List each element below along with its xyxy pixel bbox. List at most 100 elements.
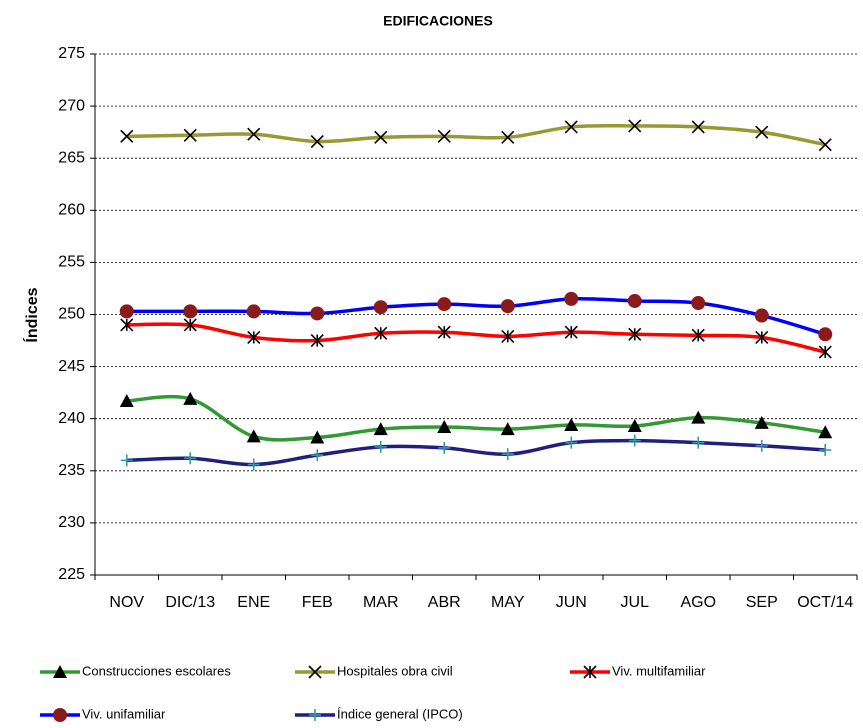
marker-shape (373, 300, 388, 315)
y-tick-label: 225 (58, 566, 85, 583)
y-tick-label: 265 (58, 149, 85, 166)
marker-shape (691, 410, 706, 424)
y-tick-label: 275 (58, 45, 85, 62)
marker-shape (373, 422, 388, 436)
marker (437, 325, 451, 339)
legend-marker (53, 665, 67, 678)
marker-shape (564, 291, 579, 306)
marker (247, 127, 261, 141)
marker-shape (119, 393, 134, 407)
marker-shape (310, 430, 325, 444)
marker (247, 458, 260, 471)
marker (310, 306, 325, 321)
y-axis-label: Índices (22, 287, 41, 342)
marker (184, 452, 197, 465)
marker (183, 391, 198, 405)
marker (310, 134, 324, 149)
marker (755, 330, 769, 344)
marker (120, 318, 134, 332)
marker-shape (818, 425, 833, 439)
legend-label: Índice general (IPCO) (337, 706, 463, 721)
marker (692, 436, 705, 449)
marker-shape (183, 304, 198, 319)
marker (438, 441, 451, 454)
marker (755, 439, 768, 452)
marker (754, 415, 769, 429)
y-tick-label: 245 (58, 358, 85, 375)
series-line (126, 438, 826, 467)
marker (183, 128, 197, 142)
y-tick-label: 235 (58, 462, 85, 479)
series-line (126, 296, 826, 336)
marker (564, 325, 578, 339)
marker-shape (500, 422, 515, 436)
legend-label: Viv. multifamiliar (612, 663, 706, 678)
marker (501, 130, 515, 144)
series-line (126, 394, 826, 442)
marker-shape (500, 299, 515, 314)
marker (691, 410, 706, 424)
x-tick-label: SEP (746, 594, 778, 611)
marker (310, 430, 325, 444)
marker (120, 129, 134, 143)
marker (500, 299, 515, 314)
marker (373, 300, 388, 315)
x-tick-label: OCT/14 (797, 594, 853, 611)
legend-marker (583, 665, 597, 679)
marker (183, 304, 198, 319)
y-tick-label: 240 (58, 410, 85, 427)
series-line (126, 123, 826, 147)
marker-shape (183, 128, 197, 142)
x-tick-label: JUN (556, 594, 587, 611)
legend-marker (308, 665, 322, 679)
marker-shape (627, 418, 642, 432)
marker (437, 129, 451, 143)
marker (310, 333, 324, 348)
marker (501, 448, 514, 461)
marker-shape (437, 420, 452, 434)
legend-label: Construcciones escolares (82, 663, 231, 678)
marker (691, 120, 705, 134)
marker-shape (437, 297, 452, 312)
y-tick-label: 260 (58, 202, 85, 219)
marker (754, 308, 769, 323)
marker-shape (53, 665, 67, 678)
marker-shape (628, 119, 642, 133)
marker (564, 417, 579, 431)
marker-shape (437, 129, 451, 143)
legend-label: Hospitales obra civil (337, 663, 453, 678)
x-tick-label: NOV (109, 594, 144, 611)
marker (818, 138, 832, 152)
marker-shape (755, 125, 769, 139)
marker-shape (310, 134, 324, 149)
legend-marker (309, 709, 321, 721)
marker (818, 345, 832, 359)
y-tick-label: 255 (58, 254, 85, 271)
marker-shape (691, 120, 705, 134)
marker (374, 440, 387, 453)
legend-marker (53, 708, 67, 722)
x-tick-label: FEB (302, 594, 333, 611)
marker (374, 326, 388, 340)
x-tick-label: DIC/13 (165, 594, 215, 611)
marker (627, 293, 642, 308)
marker (374, 130, 388, 144)
marker (691, 328, 705, 342)
marker (311, 449, 324, 462)
marker (246, 429, 261, 443)
marker (755, 125, 769, 139)
marker (818, 425, 833, 439)
marker-shape (53, 708, 67, 722)
marker (437, 420, 452, 434)
marker-shape (818, 327, 833, 342)
marker-shape (246, 304, 261, 319)
marker (183, 318, 197, 332)
marker (119, 393, 134, 407)
marker-shape (627, 293, 642, 308)
marker (500, 422, 515, 436)
marker-shape (754, 415, 769, 429)
marker-shape (564, 120, 578, 134)
x-tick-label: ENE (237, 594, 270, 611)
marker (120, 454, 133, 467)
